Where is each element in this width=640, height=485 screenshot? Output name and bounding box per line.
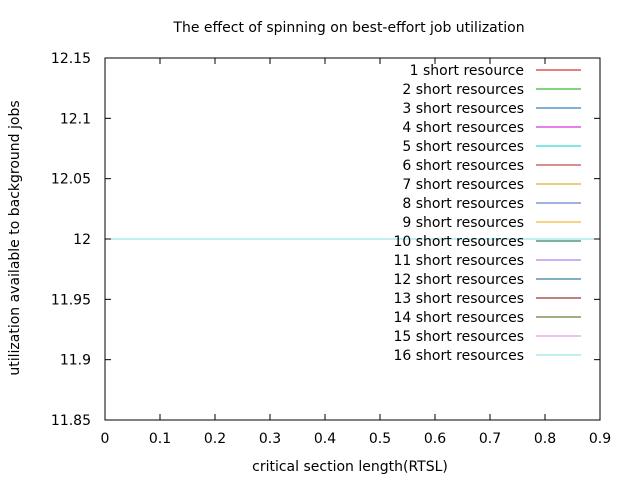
legend-label: 2 short resources [402, 82, 524, 98]
y-tick-label: 11.85 [51, 413, 91, 429]
y-axis-label: utilization available to background jobs [7, 100, 23, 375]
legend-label: 15 short resources [393, 329, 524, 345]
x-tick-label: 0 [101, 431, 110, 447]
legend-label: 11 short resources [393, 253, 524, 269]
legend-label: 13 short resources [393, 291, 524, 307]
y-tick-label: 12.15 [51, 51, 91, 67]
legend-label: 7 short resources [402, 177, 524, 193]
chart-title: The effect of spinning on best-effort jo… [172, 20, 524, 36]
legend-label: 4 short resources [402, 120, 524, 136]
x-tick-label: 0.8 [534, 431, 556, 447]
x-tick-label: 0.4 [314, 431, 336, 447]
x-tick-label: 0.1 [149, 431, 171, 447]
y-tick-label: 12.05 [51, 172, 91, 188]
x-tick-label: 0.2 [204, 431, 226, 447]
x-tick-label: 0.3 [259, 431, 281, 447]
legend-label: 3 short resources [402, 101, 524, 117]
y-tick-label: 11.9 [60, 353, 91, 369]
legend-label: 6 short resources [402, 158, 524, 174]
legend-label: 5 short resources [402, 139, 524, 155]
x-tick-label: 0.9 [589, 431, 611, 447]
legend-label: 10 short resources [393, 234, 524, 250]
legend-label: 12 short resources [393, 272, 524, 288]
y-tick-label: 12 [73, 232, 91, 248]
x-tick-label: 0.6 [424, 431, 446, 447]
y-tick-label: 11.95 [51, 292, 91, 308]
x-tick-label: 0.7 [479, 431, 501, 447]
x-axis-label: critical section length(RTSL) [252, 459, 448, 475]
legend-label: 14 short resources [393, 310, 524, 326]
legend: 1 short resource 2 short resources 3 short… [393, 63, 581, 364]
legend-label: 16 short resources [393, 348, 524, 364]
x-tick-label: 0.5 [369, 431, 391, 447]
axis-ticks: 0 0.1 0.2 0.3 0.4 0.5 0.6 0.7 0.8 0.9 11.85 11.9 11.… [51, 51, 611, 447]
legend-label: 8 short resources [402, 196, 524, 212]
legend-label: 1 short resource [410, 63, 524, 79]
legend-label: 9 short resources [402, 215, 524, 231]
y-tick-label: 12.1 [60, 111, 91, 127]
